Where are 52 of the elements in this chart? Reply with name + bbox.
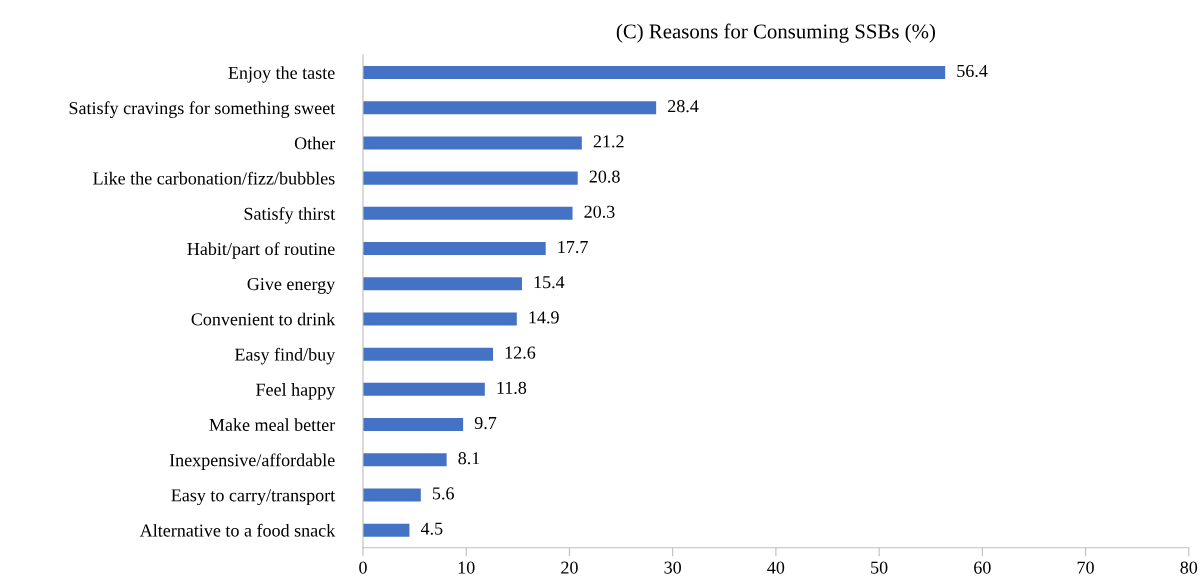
bar (363, 242, 546, 256)
y-tick-label: Alternative to a food snack (139, 523, 336, 537)
y-tick-label: Feel happy (256, 383, 336, 400)
x-tick-label: 80 (1180, 561, 1198, 574)
y-tick-label: Easy find/buy (234, 347, 336, 365)
data-label: 28.4 (668, 100, 699, 113)
y-tick-label: Inexpensive/affordable (169, 453, 335, 470)
x-tick-label: 20 (561, 561, 578, 574)
x-tick-label: 40 (767, 561, 785, 574)
bar (363, 206, 573, 220)
x-tick-label: 0 (359, 561, 367, 574)
bar (363, 101, 657, 115)
bar (363, 523, 410, 537)
data-label: 17.7 (558, 240, 588, 254)
bar (363, 65, 946, 80)
data-label: 56.4 (957, 64, 988, 78)
x-tick-label: 50 (871, 561, 888, 574)
data-label: 11.8 (497, 381, 527, 394)
x-tick-label: 70 (1077, 561, 1094, 574)
x-tick-label: 10 (458, 561, 475, 574)
bar (363, 418, 464, 432)
data-label: 21.2 (593, 135, 624, 148)
chart-title: (C) Reasons for Consuming SSBs (%) (616, 23, 935, 43)
y-tick-label: Make meal better (209, 418, 336, 432)
y-tick-label: Satisfy cravings for something sweet (69, 101, 336, 118)
y-tick-label: Satisfy thirst (244, 206, 336, 224)
y-tick-label: Give energy (247, 278, 336, 294)
bar (363, 347, 494, 361)
data-label: 20.3 (584, 205, 615, 218)
bar (363, 453, 447, 467)
bar (363, 136, 582, 150)
x-tick-label: 30 (664, 561, 682, 574)
y-tick-label: Like the carbonation/fizz/bubbles (93, 171, 335, 185)
y-tick-label: Enjoy the taste (228, 66, 335, 83)
data-label: 5.6 (432, 487, 454, 500)
bar (363, 277, 522, 291)
y-tick-label: Convenient to drink (191, 312, 336, 326)
bar (363, 488, 421, 502)
y-tick-label: Other (294, 136, 336, 150)
bar (363, 171, 578, 185)
data-label: 14.9 (529, 311, 559, 324)
data-label: 15.4 (534, 276, 565, 289)
bar (363, 382, 485, 396)
data-label: 4.5 (420, 522, 443, 535)
data-label: 9.7 (474, 416, 497, 430)
data-label: 8.1 (458, 452, 480, 465)
y-tick-label: Habit/part of routine (187, 242, 335, 259)
data-label: 20.8 (589, 170, 620, 183)
y-tick-label: Easy to carry/transport (171, 489, 336, 506)
x-tick-label: 60 (974, 561, 991, 574)
data-label: 12.6 (505, 346, 536, 359)
bar (363, 312, 517, 326)
